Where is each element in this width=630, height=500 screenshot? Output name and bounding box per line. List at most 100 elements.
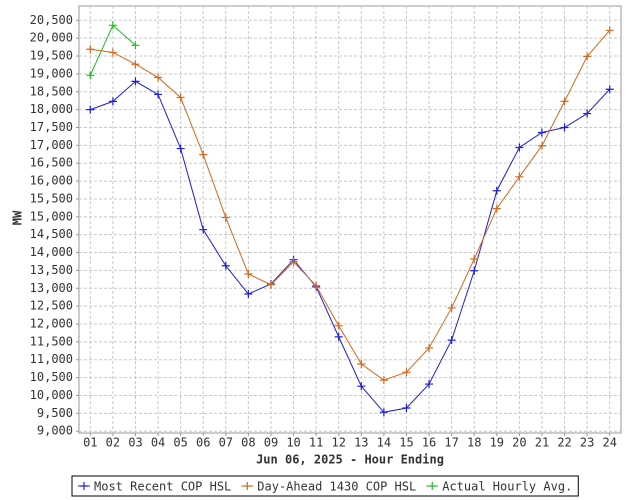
y-tick-label: 17,000 <box>30 138 73 152</box>
legend: Most Recent COP HSL Day-Ahead 1430 COP HS… <box>71 475 579 497</box>
point-marker <box>221 261 230 270</box>
point-marker <box>357 360 366 369</box>
y-tick-label: 9,500 <box>37 406 73 420</box>
point-marker <box>492 186 501 195</box>
x-tick-label: 21 <box>535 436 549 450</box>
x-axis-label: Jun 06, 2025 - Hour Ending <box>256 453 444 467</box>
y-tick-label: 16,500 <box>30 156 73 170</box>
y-tick-label: 18,000 <box>30 102 73 116</box>
y-tick-label: 11,000 <box>30 352 73 366</box>
y-tick-label: 18,500 <box>30 84 73 98</box>
point-marker <box>154 73 163 82</box>
x-tick-label: 10 <box>286 436 300 450</box>
x-tick-label: 13 <box>354 436 368 450</box>
point-marker <box>470 266 479 275</box>
point-marker <box>176 93 185 102</box>
point-marker <box>537 141 546 150</box>
point-marker <box>86 45 95 54</box>
y-tick-label: 15,000 <box>30 209 73 223</box>
point-marker <box>244 290 253 299</box>
point-marker <box>379 408 388 417</box>
point-marker <box>537 128 546 137</box>
x-tick-label: 18 <box>467 436 481 450</box>
y-tick-label: 10,000 <box>30 388 73 402</box>
series-line <box>90 80 611 413</box>
point-marker <box>560 123 569 132</box>
point-marker <box>289 257 298 266</box>
x-tick-label: 03 <box>128 436 142 450</box>
point-marker <box>131 41 140 50</box>
x-tick-label: 08 <box>241 436 255 450</box>
x-tick-label: 24 <box>602 436 616 450</box>
legend-swatch-marker <box>243 482 252 490</box>
point-marker <box>447 303 456 312</box>
x-tick-label: 17 <box>444 436 458 450</box>
legend-label: Actual Hourly Avg. <box>442 480 572 494</box>
point-marker <box>199 150 208 159</box>
point-marker <box>357 382 366 391</box>
x-tick-label: 07 <box>219 436 233 450</box>
y-tick-label: 19,000 <box>30 66 73 80</box>
y-tick-label: 12,000 <box>30 317 73 331</box>
point-marker <box>244 269 253 278</box>
x-tick-label: 11 <box>309 436 323 450</box>
point-marker <box>221 213 230 222</box>
series-line <box>90 29 611 381</box>
x-tick-label: 14 <box>377 436 391 450</box>
y-tick-label: 13,500 <box>30 263 73 277</box>
y-tick-label: 14,500 <box>30 227 73 241</box>
x-tick-label: 16 <box>422 436 436 450</box>
point-marker <box>560 97 569 106</box>
x-tick-label: 01 <box>83 436 97 450</box>
x-tick-label: 12 <box>331 436 345 450</box>
point-marker <box>199 225 208 234</box>
y-tick-label: 15,500 <box>30 191 73 205</box>
point-marker <box>108 97 117 106</box>
y-tick-label: 14,000 <box>30 245 73 259</box>
point-marker <box>131 77 140 86</box>
point-marker <box>86 71 95 80</box>
x-tick-label: 22 <box>557 436 571 450</box>
point-marker <box>379 376 388 385</box>
legend-swatch-marker <box>428 482 437 490</box>
x-tick-label: 04 <box>151 436 165 450</box>
plot-area <box>78 5 622 434</box>
point-marker <box>266 280 275 289</box>
point-marker <box>605 85 614 94</box>
y-tick-label: 12,500 <box>30 299 73 313</box>
point-marker <box>131 60 140 69</box>
x-tick-label: 05 <box>173 436 187 450</box>
point-marker <box>86 105 95 114</box>
point-marker <box>334 332 343 341</box>
y-tick-label: 10,500 <box>30 370 73 384</box>
point-marker <box>515 172 524 181</box>
point-marker <box>312 281 321 290</box>
point-marker <box>605 26 614 35</box>
y-tick-label: 16,000 <box>30 174 73 188</box>
x-tick-label: 15 <box>399 436 413 450</box>
y-tick-label: 13,000 <box>30 281 73 295</box>
x-tick-label: 06 <box>196 436 210 450</box>
legend-swatch-marker <box>80 482 88 490</box>
point-marker <box>583 109 592 118</box>
y-tick-label: 9,000 <box>37 424 73 438</box>
point-marker <box>583 52 592 61</box>
x-tick-label: 20 <box>512 436 526 450</box>
point-marker <box>492 204 501 213</box>
point-marker <box>402 368 411 377</box>
x-tick-label: 19 <box>490 436 504 450</box>
point-marker <box>334 321 343 330</box>
point-marker <box>154 90 163 99</box>
x-tick-label: 23 <box>580 436 594 450</box>
point-marker <box>176 144 185 153</box>
point-marker <box>425 343 434 352</box>
point-marker <box>402 403 411 412</box>
point-marker <box>470 254 479 263</box>
x-tick-label: 02 <box>106 436 120 450</box>
y-tick-label: 11,500 <box>30 334 73 348</box>
point-marker <box>425 380 434 389</box>
point-marker <box>447 336 456 345</box>
y-axis-label: MW <box>11 210 25 225</box>
point-marker <box>515 143 524 152</box>
